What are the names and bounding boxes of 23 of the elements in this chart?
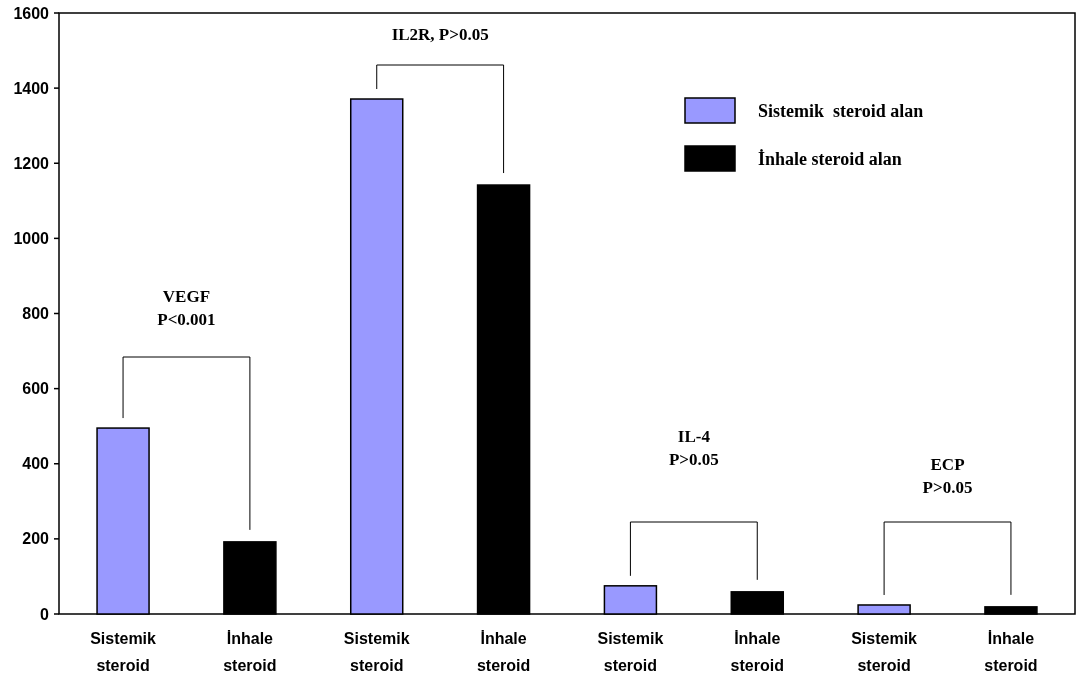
x-tick-label: İnhale steroid <box>476 630 531 674</box>
x-tick-label: Sistemik steroid <box>90 630 157 674</box>
x-tick-label: İnhale steroid <box>984 630 1038 674</box>
y-tick-label: 1000 <box>13 229 50 247</box>
x-tick-label: İnhale steroid <box>223 630 277 674</box>
legend-label: Sistemik steroid alan <box>758 101 924 122</box>
x-tick-label: Sistemik steroid <box>343 630 410 674</box>
y-tick-label: 800 <box>22 305 50 323</box>
legend-label: İnhale steroid alan <box>758 149 902 170</box>
y-tick-label: 1600 <box>13 4 50 22</box>
annotation: IL-4 P>0.05 <box>668 427 719 469</box>
annotation: IL2R, P>0.05 <box>391 25 489 44</box>
x-tick-label: İnhale steroid <box>730 630 784 674</box>
y-tick-label: 600 <box>22 380 50 398</box>
annotation: ECP P>0.05 <box>922 455 973 497</box>
y-tick-label: 400 <box>22 455 50 473</box>
y-tick-label: 0 <box>40 605 50 623</box>
y-tick-label: 200 <box>22 530 50 548</box>
annotation: VEGF P<0.001 <box>157 287 216 329</box>
y-tick-label: 1400 <box>13 79 50 97</box>
x-tick-label: Sistemik steroid <box>851 630 918 674</box>
y-tick-label: 1200 <box>13 154 50 172</box>
x-tick-label: Sistemik steroid <box>597 630 664 674</box>
